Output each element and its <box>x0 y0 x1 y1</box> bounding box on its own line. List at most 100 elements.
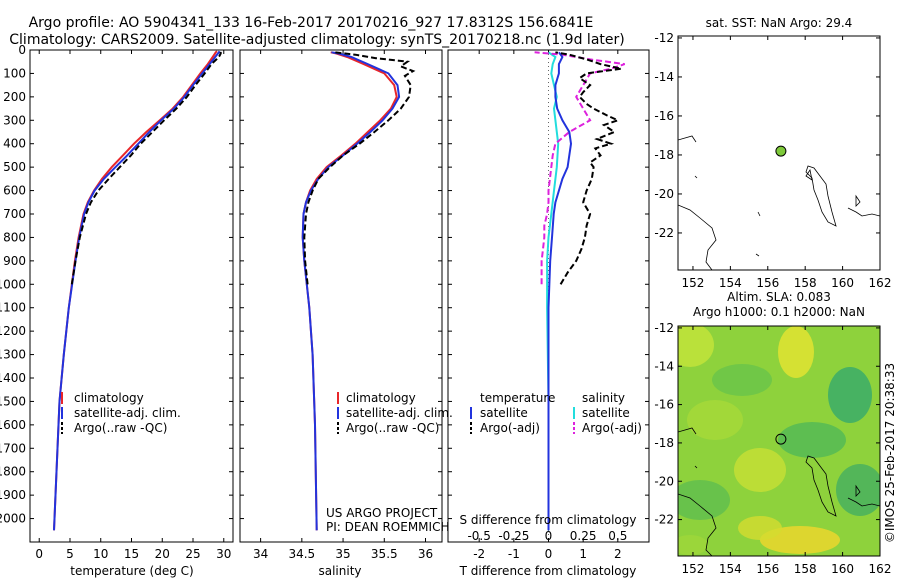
series-line-salinity-argo-adj <box>534 51 626 285</box>
legend-diff-s-argo: Argo(-adj) <box>582 421 642 435</box>
depth-tick-label: 300 <box>3 113 26 127</box>
depth-tick-label: 1500 <box>0 394 26 408</box>
s-difference-tick-label: 0 <box>545 529 553 543</box>
depth-tick-label: 900 <box>3 254 26 268</box>
map-lat-tick-label: -16 <box>654 398 674 412</box>
s-difference-tick-label: -0.25 <box>498 529 529 543</box>
sst-coastline <box>678 135 880 270</box>
depth-tick-label: 1200 <box>0 324 26 338</box>
legend-diff-t-argo: Argo(-adj) <box>480 421 540 435</box>
map-lat-tick-label: -18 <box>654 148 674 162</box>
sla-heatmap <box>678 326 880 556</box>
map-lat-tick-label: -20 <box>654 474 674 488</box>
salinity-axis-label: salinity <box>318 564 361 578</box>
depth-tick-label: 800 <box>3 230 26 244</box>
depth-tick-label: 100 <box>3 66 26 80</box>
map-lon-tick-label: 152 <box>682 276 705 290</box>
map-lat-tick-label: -12 <box>654 31 674 45</box>
depth-tick-label: 1800 <box>0 465 26 479</box>
depth-tick-label: 1400 <box>0 371 26 385</box>
t-difference-axis-label: T difference from climatology <box>459 564 637 578</box>
sla-map-panel <box>677 325 881 557</box>
legend-sal-argo: Argo(..raw -QC) <box>346 421 439 435</box>
x-tick-label: -2 <box>473 547 485 561</box>
map-lat-tick-label: -14 <box>654 70 674 84</box>
axis-ticks: 0100200300400500600700800900100011001200… <box>0 31 891 576</box>
map-lon-tick-label: 154 <box>719 562 742 576</box>
series-line-satellite-adj-clim <box>53 50 221 531</box>
depth-tick-label: 1000 <box>0 277 26 291</box>
x-tick-label: 35 <box>335 547 350 561</box>
depth-tick-label: 1600 <box>0 418 26 432</box>
depth-tick-label: 600 <box>3 184 26 198</box>
map-lon-tick-label: 158 <box>794 562 817 576</box>
x-tick-label: 36 <box>418 547 433 561</box>
map-lat-tick-label: -12 <box>654 321 674 335</box>
sla-map-title-line1: Altim. SLA: 0.083 <box>727 290 831 304</box>
depth-tick-label: 1900 <box>0 488 26 502</box>
x-tick-label: -1 <box>508 547 520 561</box>
x-tick-label: 15 <box>124 547 139 561</box>
series-line-argo-raw-qc <box>303 51 416 285</box>
sst-map-title: sat. SST: NaN Argo: 29.4 <box>706 16 853 30</box>
sla-map-title-line2: Argo h1000: 0.1 h2000: NaN <box>693 305 865 319</box>
pi-label: PI: DEAN ROEMMICH <box>326 520 449 534</box>
series-line-argo-raw-qc <box>70 51 222 285</box>
x-tick-label: 1 <box>579 547 587 561</box>
depth-tick-label: 2000 <box>0 512 26 526</box>
legend-diff-temperature-heading: temperature <box>480 391 555 405</box>
x-tick-label: 34.5 <box>288 547 315 561</box>
legend-temp-argo: Argo(..raw -QC) <box>74 421 167 435</box>
map-lon-tick-label: 158 <box>794 276 817 290</box>
x-tick-label: 0 <box>545 547 553 561</box>
depth-tick-label: 1700 <box>0 441 26 455</box>
depth-tick-label: 1100 <box>0 301 26 315</box>
s-difference-axis-label: S difference from climatology <box>460 513 637 527</box>
s-difference-tick-label: -0.5 <box>467 529 490 543</box>
map-lon-tick-label: 156 <box>756 562 779 576</box>
legend-sal-satellite: satellite-adj. clim. <box>346 406 453 420</box>
depth-tick-label: 200 <box>3 90 26 104</box>
map-lat-tick-label: -20 <box>654 187 674 201</box>
depth-tick-label: 400 <box>3 137 26 151</box>
map-lon-tick-label: 160 <box>831 276 854 290</box>
legend-diff-s-satellite: satellite <box>582 406 630 420</box>
map-lon-tick-label: 160 <box>831 562 854 576</box>
map-lon-tick-label: 152 <box>682 562 705 576</box>
series-line-salinity-satellite <box>546 51 560 531</box>
series-line-satellite <box>547 51 573 531</box>
sla-coastline <box>678 427 880 556</box>
imos-credit: ©IMOS 25-Feb-2017 20:38:33 <box>883 363 897 543</box>
x-tick-label: 2 <box>614 547 622 561</box>
map-lat-tick-label: -16 <box>654 109 674 123</box>
map-lat-tick-label: -18 <box>654 436 674 450</box>
x-tick-label: 10 <box>93 547 108 561</box>
x-tick-label: 30 <box>216 547 231 561</box>
legend-diff-t-satellite: satellite <box>480 406 528 420</box>
figure-title-line2: Climatology: CARS2009. Satellite-adjuste… <box>9 32 624 48</box>
map-lat-tick-label: -22 <box>654 226 674 240</box>
legend-sal-climatology: climatology <box>346 391 416 405</box>
map-lon-tick-label: 162 <box>869 276 892 290</box>
depth-tick-label: 1300 <box>0 348 26 362</box>
x-tick-label: 0 <box>35 547 43 561</box>
x-tick-label: 35.5 <box>371 547 398 561</box>
s-difference-tick-label: 0.25 <box>570 529 597 543</box>
map-lat-tick-label: -22 <box>654 513 674 527</box>
legend-temp-satellite: satellite-adj. clim. <box>74 406 181 420</box>
temperature-axis-label: temperature (deg C) <box>70 564 193 578</box>
depth-tick-label: 500 <box>3 160 26 174</box>
argo-location-marker-sla <box>775 433 787 445</box>
depth-tick-label: 0 <box>18 43 26 57</box>
argo-location-marker-sst <box>775 145 787 157</box>
temperature-panel <box>29 49 234 543</box>
map-lon-tick-label: 154 <box>719 276 742 290</box>
legend-temp-climatology: climatology <box>74 391 144 405</box>
depth-tick-label: 700 <box>3 207 26 221</box>
s-difference-tick-label: 0.5 <box>608 529 627 543</box>
x-tick-label: 20 <box>155 547 170 561</box>
salinity-panel <box>239 49 443 543</box>
x-tick-label: 25 <box>185 547 200 561</box>
figure-title-line1: Argo profile: AO 5904341_133 16-Feb-2017… <box>29 15 594 31</box>
